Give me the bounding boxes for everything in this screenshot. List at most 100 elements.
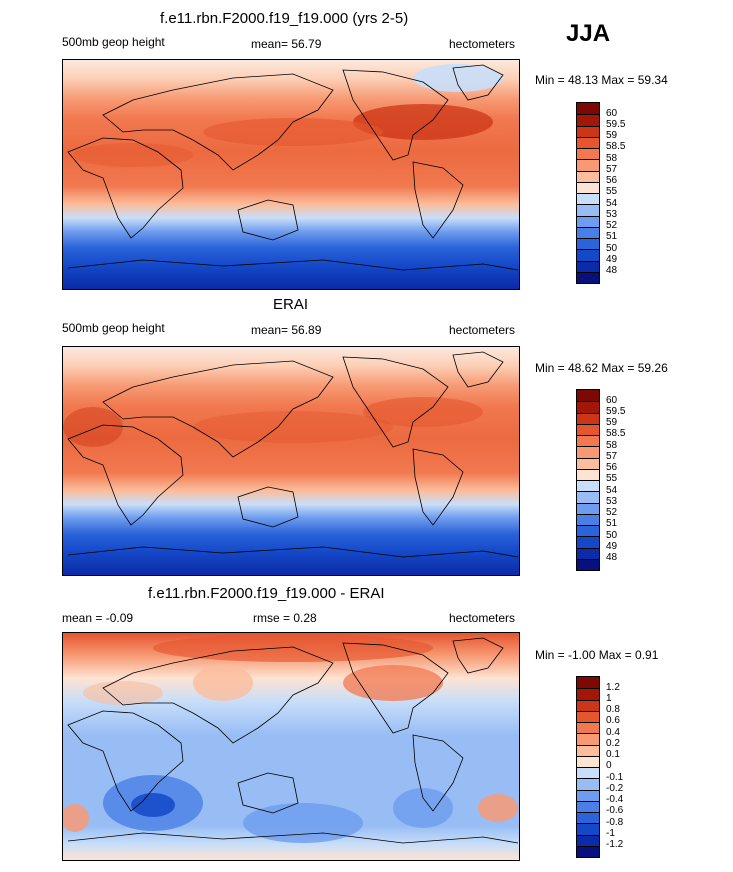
panel2-colorbar-swatch [577,435,599,447]
panel1-colorbar-swatch [577,271,599,283]
panel3-colorbar-swatch [577,834,599,847]
panel3-map-field [63,633,519,860]
panel2-colorbar-swatch [577,536,599,549]
panel1-coastlines [67,64,519,271]
panel1-minmax: Min = 48.13 Max = 59.34 [535,73,668,87]
panel2-units-label: hectometers [449,323,516,337]
panel2-colorbar-swatch [577,502,599,515]
panel3-rmse-label: rmse = 0.28 [253,611,317,625]
panel1-colorbar-label: 53 [606,209,618,220]
panel3-colorbar-swatch [577,812,599,824]
panel2-colorbar-swatch [577,513,599,526]
panel3-units-label: hectometers [449,611,516,625]
panel3-colorbar-swatch [577,755,599,768]
panel3-coastlines [67,637,519,844]
panel3-colorbar-swatch [577,778,599,791]
panel3-colorbar-label: -1.2 [606,839,624,850]
panel2-colorbar-swatch [577,558,599,570]
panel1-colorbar-label: 58 [606,153,618,164]
panel3-colorbar-label: -0.4 [606,794,624,805]
panel1-colorbar-swatch [577,181,599,194]
panel1-colorbar-label: 60 [606,108,618,119]
panel3-colorbar-label: 0.6 [606,715,620,726]
panel3-colorbar-swatch [577,688,599,701]
panel2-colorbar-label: 59 [606,417,618,428]
panel1-colorbar-label: 52 [606,220,618,231]
panel1-colorbar-label: 59 [606,130,618,141]
panel3-colorbar-label: 0.1 [606,749,620,760]
panel3-colorbar-label: -0.8 [606,817,624,828]
panel3-map [62,632,520,861]
panel1-colorbar-swatch [577,170,599,183]
panel3-colorbar-swatch [577,823,599,836]
panel1-colorbar-swatch [577,260,599,273]
panel3-colorbar-label: 0 [606,760,612,771]
panel2-colorbar-swatch [577,468,599,481]
panel2-colorbar-label: 52 [606,507,618,518]
panel2-colorbar-label: 59.5 [606,406,626,417]
panel1-mean-label: mean= 56.79 [251,37,322,51]
panel2-colorbar-label: 53 [606,496,618,507]
panel3-colorbar-swatch [577,845,599,857]
panel3-colorbar-label: -0.6 [606,805,624,816]
panel1-colorbar-swatch [577,238,599,250]
panel1-colorbar-swatch [577,159,599,172]
panel1-colorbar [576,102,600,284]
panel2-map [62,346,520,576]
panel1-colorbar-label: 55 [606,186,618,197]
panel2-colorbar-swatch [577,412,599,425]
panel1-colorbar-swatch [577,215,599,228]
panel1-colorbar-swatch [577,103,599,115]
panel2-variable-label: 500mb geop height [62,321,165,335]
panel3-mean-label: mean = -0.09 [62,611,134,625]
panel1-colorbar-swatch [577,148,599,160]
panel2-colorbar-swatch [577,423,599,436]
panel1-map-field [63,60,519,289]
panel2-title: ERAI [273,296,309,313]
panel2-colorbar-label: 58.5 [606,428,626,439]
panel3-colorbar-swatch [577,789,599,802]
panel1-map [62,59,520,290]
panel1-colorbar-swatch [577,226,599,239]
panel3-colorbar-label: -0.2 [606,783,624,794]
panel2-colorbar-swatch [577,525,599,537]
season-label: JJA [566,20,611,47]
panel1-title: f.e11.rbn.F2000.f19_f19.000 (yrs 2-5) [160,10,409,27]
panel2-colorbar-swatch [577,480,599,492]
panel2-colorbar-label: 49 [606,541,618,552]
panel2-colorbar-label: 58 [606,440,618,451]
panel2-coastlines [67,351,519,558]
panel1-colorbar-swatch [577,136,599,149]
panel1-colorbar-label: 54 [606,198,618,209]
panel3-colorbar-label: 0.2 [606,738,620,749]
panel2-map-field [63,347,519,575]
panel3-colorbar-swatch [577,800,599,813]
panel1-colorbar-label: 51 [606,231,618,242]
panel1-colorbar-label: 56 [606,175,618,186]
panel3-colorbar-label: 1.2 [606,682,620,693]
panel3-colorbar-swatch [577,677,599,689]
panel2-colorbar-label: 56 [606,462,618,473]
panel1-colorbar-label: 48 [606,265,618,276]
panel3-colorbar-label: 0.8 [606,704,620,715]
panel1-variable-label: 500mb geop height [62,35,165,49]
panel2-colorbar-swatch [577,547,599,560]
panel1-colorbar-swatch [577,193,599,205]
panel1-colorbar-label: 57 [606,164,618,175]
panel2-colorbar-swatch [577,446,599,459]
panel2-minmax: Min = 48.62 Max = 59.26 [535,361,668,375]
panel2-colorbar-label: 50 [606,530,618,541]
panel2-colorbar-label: 60 [606,395,618,406]
panel3-colorbar [576,676,600,858]
panel2-colorbar-swatch [577,491,599,504]
panel2-colorbar-label: 55 [606,473,618,484]
panel1-colorbar-swatch [577,114,599,127]
panel3-colorbar-swatch [577,699,599,712]
panel3-colorbar-label: 0.4 [606,727,620,738]
panel2-colorbar-swatch [577,457,599,470]
panel2-mean-label: mean= 56.89 [251,323,322,337]
panel3-colorbar-swatch [577,710,599,723]
panel1-colorbar-label: 50 [606,243,618,254]
panel3-colorbar-label: -1 [606,828,615,839]
panel2-colorbar-label: 54 [606,485,618,496]
